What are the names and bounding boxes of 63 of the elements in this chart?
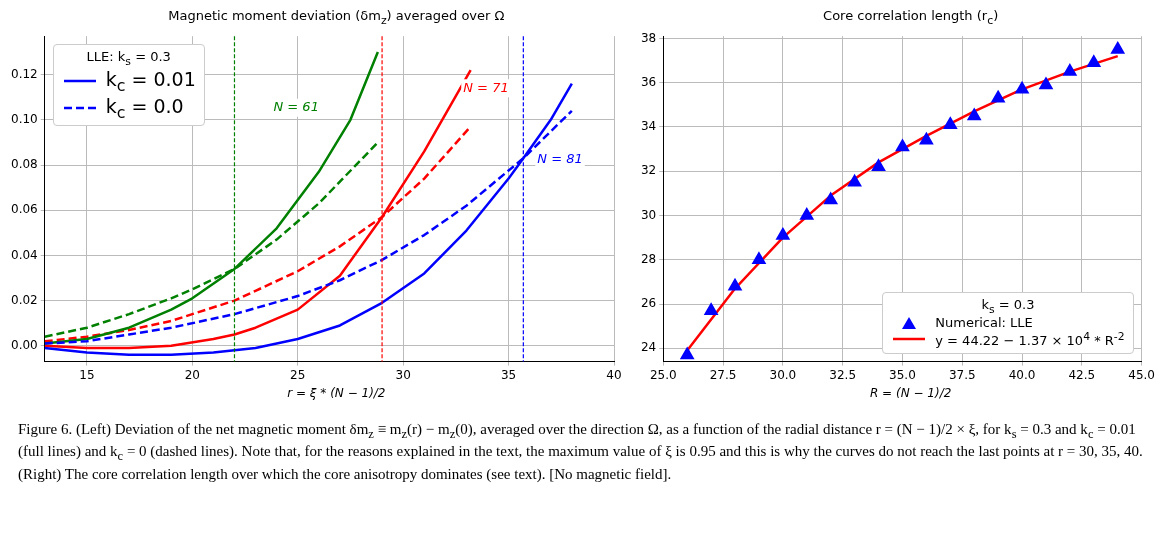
point [1039,77,1053,90]
point [991,90,1005,103]
y-tick-label: 34 [640,119,657,134]
x-tick-label: 40 [606,367,622,382]
legend-title: k$_{s}$ = 0.3 [980,296,1036,316]
point [848,175,862,187]
y-tick-label: 38 [640,30,657,45]
legend-label: k$_{c}$ = 0.0 [105,94,184,122]
x-tick-label: 25 [290,367,306,382]
x-axis-title: r = ξ * (N − 1)/2 [286,386,387,400]
y-tick-label: 0.06 [11,202,38,217]
x-tick-label: 15 [79,367,95,382]
point [872,159,885,172]
point [1015,82,1029,94]
x-tick-label: 37.5 [948,367,976,382]
point [704,303,718,315]
legend-label: Numerical: LLE [935,315,1033,331]
point [896,139,909,152]
point [824,192,838,205]
chart-title: Magnetic moment deviation (δm$_{z}$) averaged over Ω [167,8,506,27]
annotation: N = 61 [273,99,319,115]
y-tick-label: 0.00 [11,337,38,352]
x-tick-label: 27.5 [709,367,737,382]
y-tick-label: 30 [640,207,657,222]
x-tick-label: 30 [395,367,411,382]
x-tick-label: 45.0 [1128,367,1155,382]
point [752,252,766,265]
point [967,108,981,121]
y-tick-label: 28 [640,251,657,266]
point [800,208,814,220]
point [776,228,790,240]
annotation: N = 71 [463,79,509,95]
legend-label: y = 44.22 − 1.37 × 10$^{4}$ * R$^{-2}$ [935,330,1125,349]
point [680,347,694,360]
x-tick-label: 32.5 [829,367,857,382]
y-tick-label: 0.08 [11,157,38,172]
annotation: N = 81 [537,151,583,167]
y-tick-label: 26 [640,296,657,311]
x-tick-label: 40.0 [1008,367,1036,382]
point [1111,42,1125,54]
point [1087,55,1101,68]
legend-title: LLE: k$_{s}$ = 0.3 [85,49,172,68]
x-tick-label: 35.0 [889,367,916,382]
y-tick-label: 0.12 [11,66,38,81]
point [728,279,742,291]
y-tick-label: 24 [640,340,657,355]
x-tick-label: 42.5 [1068,367,1096,382]
y-tick-label: 0.04 [11,247,38,262]
point [943,117,957,129]
x-tick-label: 25.0 [649,367,677,382]
legend-label: k$_{c}$ = 0.01 [105,67,196,95]
x-tick-label: 30.0 [769,367,797,382]
x-tick-label: 35 [500,367,517,382]
x-axis-title: R = (N − 1)/2 [868,386,953,400]
y-tick-label: 0.02 [11,292,38,307]
chart-title: Core correlation length (r$_{c}$) [822,8,1000,27]
y-tick-label: 32 [640,163,657,178]
y-tick-label: 0.10 [11,111,38,126]
point [919,132,933,145]
point [1063,64,1077,76]
y-tick-label: 36 [640,74,657,89]
text: Figure 6. (Left) Deviation of the net magnetic moment δm$_{z}$ ≡ m$_{z}$(r) − m$_{z}$(0), averaged over the direction Ω, as a function of the radial distance r = (N − 1)/2 × ξ, for k$_{s}$ = 0.3 and k$_{c}$ = 0.01 (full lines) and k$_{c}$ = 0 (dashed lines). Note that, for the reasons explained in the text, the maximum value of ξ is 0.95 and this is why the curves do not reach the last points at r = 30, 35, 40. (Right) The core correlation length over which the core anisotropy dominates (see text). [No magnetic field]. [18,421,1143,482]
x-tick-label: 20 [184,367,200,382]
